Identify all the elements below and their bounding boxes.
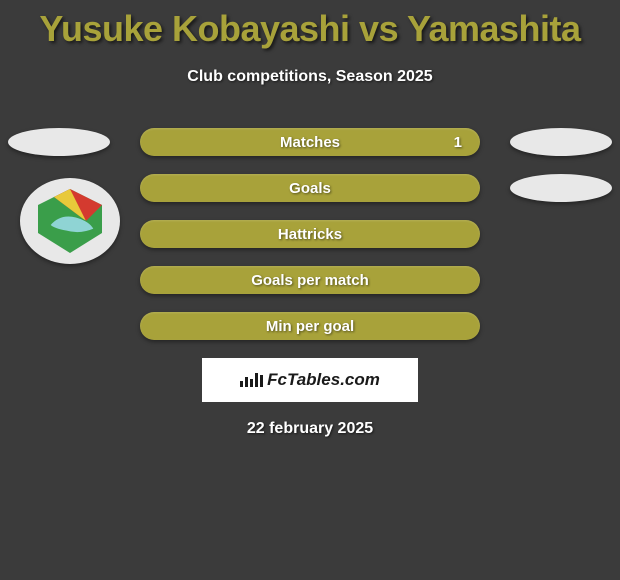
stat-bar: Goals per match — [140, 266, 480, 294]
bar-chart-icon — [240, 373, 263, 387]
subtitle: Club competitions, Season 2025 — [0, 68, 620, 86]
stat-bar: Hattricks — [140, 220, 480, 248]
stat-bar: Matches 1 — [140, 128, 480, 156]
right-ellipse — [510, 174, 612, 202]
stat-row-goals-per-match: Goals per match — [0, 266, 620, 294]
stat-label: Goals per match — [251, 272, 369, 289]
stat-label: Goals — [289, 180, 331, 197]
team-logo-svg — [30, 185, 110, 257]
brand-box: FcTables.com — [202, 358, 418, 402]
stat-row-matches: Matches 1 — [0, 128, 620, 156]
stat-row-min-per-goal: Min per goal — [0, 312, 620, 340]
stat-label: Min per goal — [266, 318, 354, 335]
page-title: Yusuke Kobayashi vs Yamashita — [0, 0, 620, 50]
left-ellipse — [8, 128, 110, 156]
stat-value: 1 — [454, 134, 462, 151]
stat-label: Hattricks — [278, 226, 342, 243]
stat-label: Matches — [280, 134, 340, 151]
team-logo — [20, 178, 120, 264]
stat-bar: Min per goal — [140, 312, 480, 340]
date-text: 22 february 2025 — [0, 420, 620, 438]
stat-bar: Goals — [140, 174, 480, 202]
brand-text: FcTables.com — [267, 370, 380, 390]
right-ellipse — [510, 128, 612, 156]
